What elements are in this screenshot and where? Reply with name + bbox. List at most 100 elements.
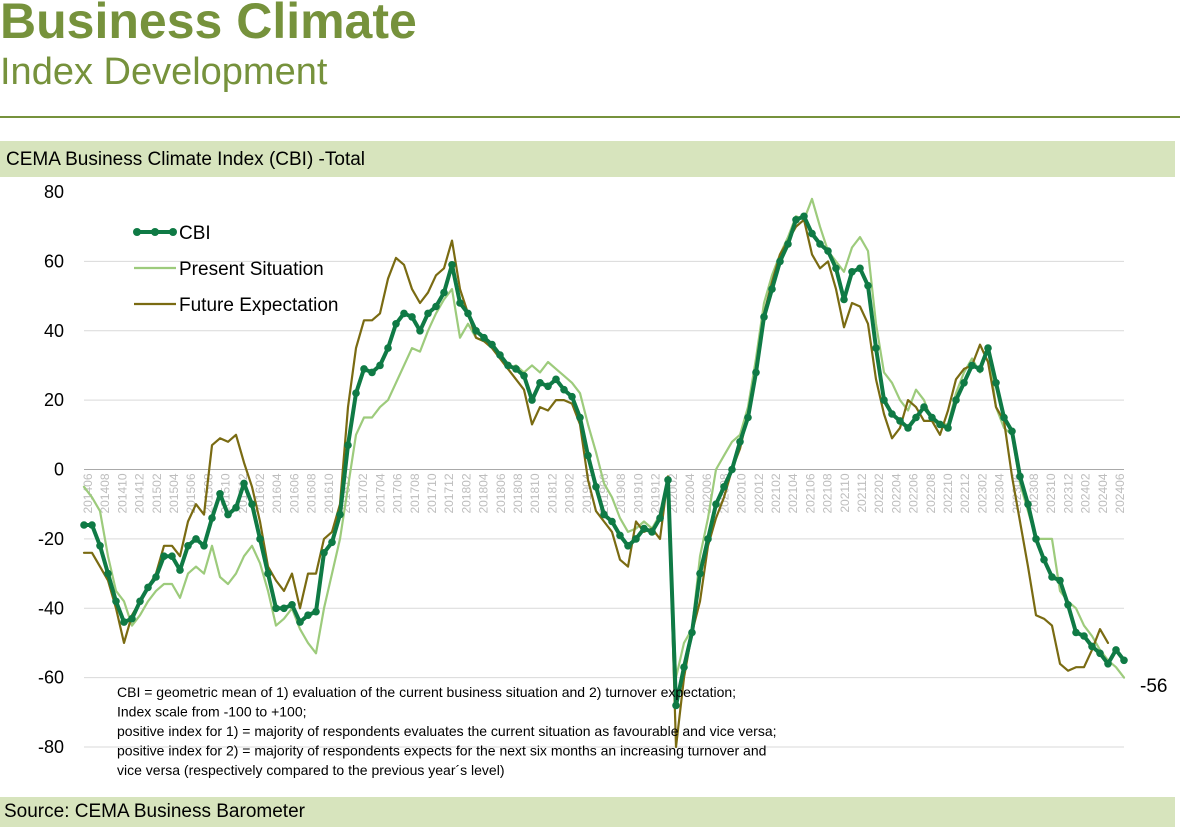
x-tick-label: 202204	[889, 473, 903, 513]
cbi-data-point	[656, 514, 664, 522]
x-tick-label: 201802	[459, 473, 473, 513]
y-tick-label: 40	[44, 321, 64, 341]
x-tick-label: 202110	[838, 473, 852, 512]
cbi-data-point	[464, 309, 472, 318]
cbi-data-point	[80, 521, 88, 529]
cbi-data-point	[640, 524, 648, 533]
cbi-data-point	[1064, 601, 1072, 609]
cbi-data-point	[248, 500, 256, 509]
cbi-data-point	[104, 569, 112, 578]
x-tick-label: 201408	[98, 473, 112, 513]
cbi-data-point	[1080, 632, 1088, 640]
cbi-data-point	[408, 313, 416, 321]
x-tick-label: 201506	[184, 473, 198, 513]
x-tick-label: 201904	[580, 473, 594, 513]
cbi-data-point	[720, 483, 728, 491]
cbi-data-point	[544, 382, 552, 391]
cbi-data-point	[152, 573, 160, 581]
cbi-data-point	[664, 476, 672, 484]
cbi-data-point	[224, 510, 232, 519]
y-tick-label: 20	[44, 390, 64, 410]
cbi-data-point	[744, 413, 752, 422]
footnote-line: CBI = geometric mean of 1) evaluation of…	[117, 684, 736, 700]
x-tick-label: 201410	[115, 473, 129, 513]
cbi-data-point	[376, 361, 384, 370]
x-tick-label: 202312	[1061, 473, 1075, 513]
cbi-data-point	[360, 365, 368, 373]
cbi-data-point	[808, 229, 816, 238]
cbi-data-point	[1048, 573, 1056, 581]
cbi-data-point	[616, 531, 624, 540]
cbi-data-point	[624, 542, 632, 550]
cbi-data-point	[120, 618, 128, 626]
cbi-data-point	[488, 340, 496, 349]
cbi-line-chart: 201406 201408 201410 201412 201502 201504 2015…	[38, 182, 1167, 778]
cbi-data-point	[560, 385, 568, 394]
chart-footnote: CBI = geometric mean of 1) evaluation of…	[117, 684, 777, 778]
cbi-data-point	[440, 288, 448, 297]
page-subtitle: Index Development	[0, 51, 328, 93]
x-tick-label: 202102	[769, 473, 783, 513]
cbi-data-point	[304, 611, 312, 619]
cbi-data-point	[160, 552, 168, 560]
cbi-data-point	[568, 392, 576, 401]
x-tick-label: 202112	[855, 473, 869, 512]
cbi-data-point	[792, 216, 800, 224]
cbi-data-point	[680, 663, 688, 671]
cbi-data-point	[760, 313, 768, 321]
cbi-data-point	[912, 413, 920, 422]
footnote-line: Index scale from -100 to +100;	[117, 704, 307, 720]
x-tick-label: 201504	[167, 473, 181, 513]
x-tick-label: 201902	[563, 473, 577, 513]
x-tick-label: 201712	[442, 473, 456, 513]
legend-label: CBI	[179, 223, 211, 244]
legend-marker	[151, 228, 159, 236]
x-tick-label: 202012	[752, 473, 766, 513]
cbi-data-point	[1096, 649, 1104, 658]
y-tick-label: 60	[44, 251, 64, 271]
x-tick-label: 201806	[494, 473, 508, 513]
x-tick-label: 202010	[735, 473, 749, 513]
cbi-data-point	[728, 465, 736, 474]
cbi-data-point	[784, 240, 792, 248]
x-tick-label: 202208	[924, 473, 938, 513]
cbi-data-point	[856, 264, 864, 273]
cbi-data-point	[312, 607, 320, 616]
chart-header-band: CEMA Business Climate Index (CBI) -Total	[0, 141, 1175, 177]
x-tick-label: 201608	[305, 473, 319, 513]
cbi-data-point	[136, 597, 144, 606]
cbi-data-point	[520, 372, 528, 380]
cbi-data-point	[776, 257, 784, 266]
cbi-data-point	[416, 327, 424, 335]
cbi-data-point	[280, 604, 288, 613]
cbi-data-point	[968, 361, 976, 370]
cbi-data-point	[400, 309, 408, 318]
cbi-data-point	[800, 212, 808, 221]
cbi-data-point	[128, 614, 136, 623]
cbi-data-point	[528, 396, 536, 404]
cbi-data-point	[176, 566, 184, 574]
cbi-data-point	[712, 500, 720, 509]
cbi-data-point	[880, 396, 888, 404]
legend-marker	[169, 228, 177, 236]
y-tick-label: 80	[44, 182, 64, 202]
x-tick-label: 201808	[511, 473, 525, 513]
cbi-data-point	[200, 542, 208, 550]
cbi-data-point	[344, 441, 352, 450]
cbi-data-point	[944, 424, 952, 432]
cbi-data-point	[848, 268, 856, 276]
y-tick-label: -60	[38, 668, 64, 688]
x-tick-label: 202406	[1113, 473, 1127, 513]
x-tick-label: 201606	[287, 473, 301, 513]
cbi-data-point	[496, 351, 504, 359]
legend-marker	[133, 228, 141, 236]
cbi-data-point	[112, 597, 120, 606]
x-tick-label: 202404	[1096, 473, 1110, 513]
cbi-data-point	[352, 389, 360, 397]
x-tick-label: 201502	[150, 473, 164, 513]
cbi-data-point	[272, 604, 280, 613]
cbi-data-point	[1104, 660, 1112, 668]
cbi-data-point	[736, 438, 744, 446]
x-tick-label: 202108	[821, 473, 835, 513]
cbi-data-point	[840, 295, 848, 304]
